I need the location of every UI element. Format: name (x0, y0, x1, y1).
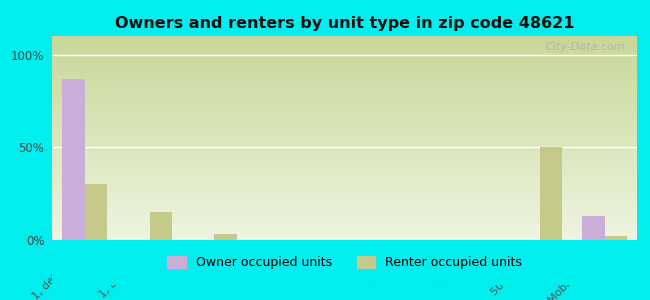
Bar (540, 147, 562, 240)
Text: City-Data.com: City-Data.com (546, 42, 625, 52)
Bar (62, 79, 84, 240)
Title: Owners and renters by unit type in zip code 48621: Owners and renters by unit type in zip c… (115, 16, 574, 31)
Bar (582, 216, 604, 240)
Bar (150, 212, 172, 240)
Bar (84, 184, 107, 240)
Legend: Owner occupied units, Renter occupied units: Owner occupied units, Renter occupied un… (162, 250, 527, 274)
Bar (604, 236, 627, 240)
Bar (214, 234, 237, 240)
